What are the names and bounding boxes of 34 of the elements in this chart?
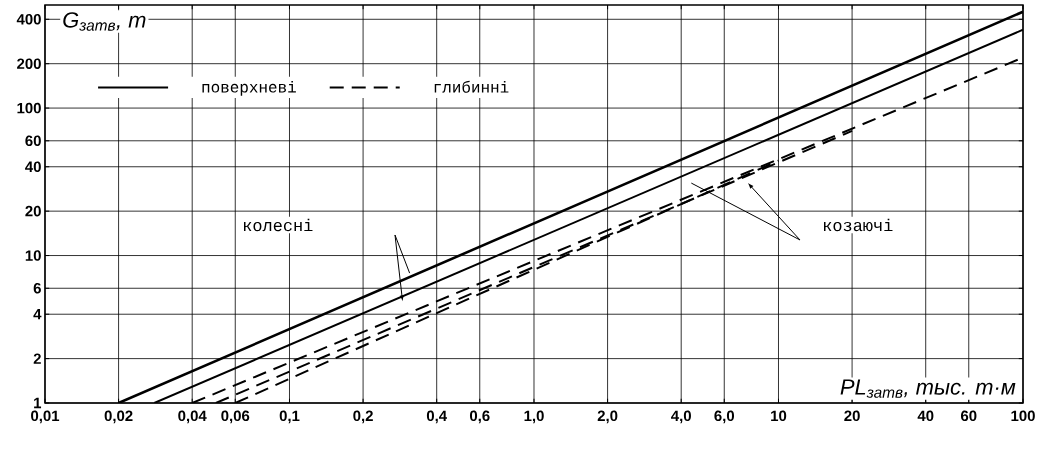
y-tick-label: 2 <box>33 353 41 364</box>
x-tick-label: 40 <box>917 410 934 422</box>
x-tick-label: 0,04 <box>178 410 207 424</box>
y-tick-label: 400 <box>16 14 41 25</box>
y-tick-label: 1 <box>34 397 42 409</box>
y-tick-label: 200 <box>17 58 41 69</box>
annotation: козаючі <box>824 218 893 232</box>
annotation: колесні <box>244 218 313 232</box>
y-tick-label: 4 <box>33 309 42 320</box>
x-tick-label: 0,1 <box>279 410 300 424</box>
y-tick-label: 100 <box>17 102 41 114</box>
x-tick-label: 0,2 <box>353 410 373 424</box>
x-tick-label: 0,06 <box>221 410 250 424</box>
legend-label: поверхневі <box>202 80 296 96</box>
y-tick-label: 6 <box>33 282 41 294</box>
x-tick-label: 0,02 <box>104 410 133 424</box>
x-tick-label: 0,01 <box>31 410 60 424</box>
y-tick-label: 40 <box>25 161 41 173</box>
x-tick-label: 1,0 <box>524 410 544 424</box>
x-tick-label: 2,0 <box>597 410 618 424</box>
y-axis-title: G$_{затв}$, т <box>63 12 146 31</box>
y-tick-label: 10 <box>25 250 41 261</box>
x-tick-label: 0,4 <box>426 410 448 424</box>
x-tick-label: 10 <box>771 410 787 422</box>
x-tick-label: 60 <box>960 410 977 422</box>
y-tick-label: 20 <box>25 205 41 217</box>
x-tick-label: 6,0 <box>714 410 735 424</box>
x-tick-label: 4,0 <box>671 410 691 424</box>
y-tick-label: 60 <box>25 135 41 147</box>
x-tick-label: 20 <box>844 410 860 422</box>
x-axis-title: PL$_{затв}$, тыс. т·м <box>840 379 1016 398</box>
x-tick-label: 100 <box>1011 410 1035 422</box>
x-tick-label: 0,6 <box>469 410 490 424</box>
legend-label: глибинні <box>434 80 509 93</box>
